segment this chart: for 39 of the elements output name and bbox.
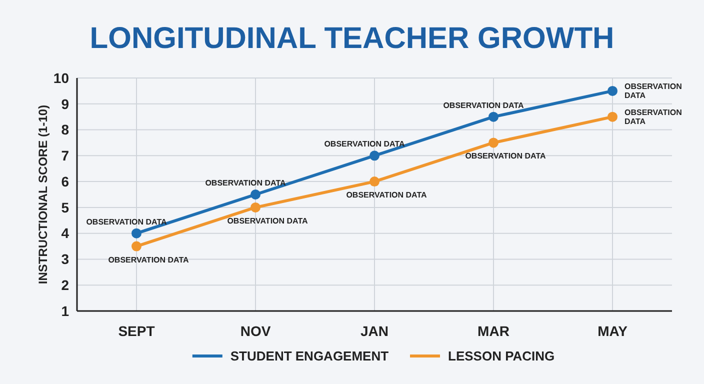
y-tick-label: 6 (61, 173, 70, 190)
annotation: OBSERVATION DATA (624, 82, 682, 100)
y-tick-label: 9 (61, 96, 70, 112)
point (608, 112, 618, 122)
y-tick-label: 4 (61, 225, 70, 242)
point (608, 86, 618, 96)
legend-label: STUDENT ENGAGEMENT (230, 348, 389, 364)
annotation: OBSERVATION DATA (227, 216, 308, 226)
point (488, 112, 498, 122)
point (370, 176, 380, 187)
y-axis-title: INSTRUCTIONAL SCORE (1-10) (36, 104, 50, 284)
y-tick-label: 1 (61, 302, 70, 319)
legend-label: LESSON PACING (448, 348, 555, 364)
y-tick-label: 3 (61, 251, 70, 268)
annotation: OBSERVATION DATA (108, 255, 190, 264)
y-tick-label: 8 (61, 122, 70, 138)
x-tick-label: SEPT (118, 323, 156, 339)
annotation: OBSERVATION DATA (346, 190, 428, 200)
x-tick-label: MAY (598, 323, 628, 339)
y-tick-label: 10 (53, 70, 70, 86)
y-tick-label: 5 (61, 199, 70, 216)
point (250, 202, 260, 212)
x-tick-label: JAN (360, 323, 389, 339)
x-tick-label: NOV (240, 323, 272, 339)
y-tick-label: 7 (61, 148, 70, 164)
annotation: OBSERVATION DATA (443, 100, 524, 110)
point (132, 241, 142, 252)
annotation: OBSERVATION DATA (624, 108, 682, 126)
point (132, 228, 142, 238)
annotation: OBSERVATION DATA (86, 217, 168, 226)
y-tick-label: 2 (61, 277, 70, 294)
annotation: OBSERVATION DATA (324, 140, 406, 149)
x-tick-label: MAR (478, 323, 510, 339)
annotation: OBSERVATION DATA (465, 152, 546, 161)
point (488, 138, 498, 148)
point (250, 190, 260, 200)
point (370, 150, 380, 161)
annotation: OBSERVATION DATA (205, 178, 286, 188)
chart-title: LONGITUDINAL TEACHER GROWTH (90, 22, 614, 55)
